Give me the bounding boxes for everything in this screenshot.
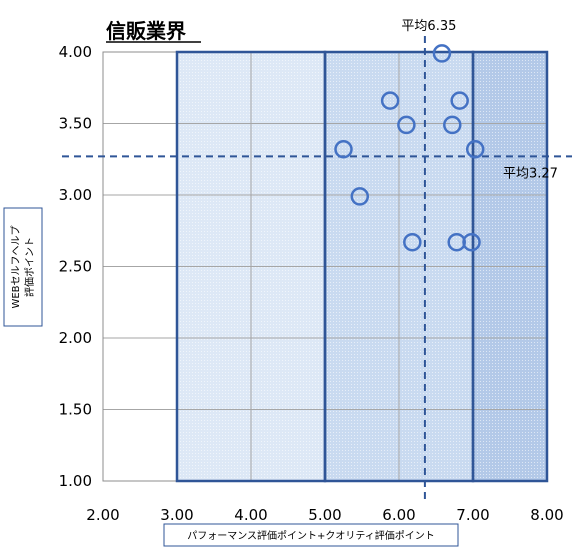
data-point xyxy=(462,232,481,252)
x-tick-label: 5.00 xyxy=(308,506,341,524)
x-tick-label: 7.00 xyxy=(456,506,489,524)
y-tick-label: 1.50 xyxy=(59,401,92,419)
x-axis-label: パフォーマンス評価ポイント+クオリティ評価ポイント xyxy=(187,529,435,542)
x-tick-label: 6.00 xyxy=(382,506,415,524)
x-tick-label: 2.00 xyxy=(86,506,119,524)
y-tick-label: 2.00 xyxy=(59,329,92,347)
data-point xyxy=(432,44,452,63)
region-border-3 xyxy=(471,50,549,483)
chart-title: 信販業界 xyxy=(106,19,186,43)
y-axis-label-line-1: WEBセルフヘルプ xyxy=(10,225,22,308)
y-tick-label: 3.50 xyxy=(59,115,92,133)
x-tick-label: 4.00 xyxy=(234,506,267,524)
y-axis-label-box xyxy=(3,207,43,327)
x-mean-label: 平均6.35 xyxy=(401,19,456,34)
y-tick-label: 2.50 xyxy=(59,258,92,276)
x-axis-label-box xyxy=(163,523,459,547)
x-tick-label: 3.00 xyxy=(160,506,193,524)
y-tick-label: 4.00 xyxy=(59,43,92,61)
y-axis-label-line-2: 評価ポイント xyxy=(23,237,36,297)
data-point xyxy=(450,91,469,110)
data-point xyxy=(380,91,400,110)
x-tick-label: 8.00 xyxy=(530,506,563,524)
data-point xyxy=(350,187,370,206)
data-point xyxy=(443,115,462,135)
data-point xyxy=(465,139,485,159)
y-tick-label: 1.00 xyxy=(59,472,92,490)
y-tick-label: 3.00 xyxy=(59,186,92,204)
data-point xyxy=(403,232,422,252)
data-point xyxy=(334,139,353,159)
data-point xyxy=(397,115,416,135)
y-mean-label: 平均3.27 xyxy=(503,166,558,181)
